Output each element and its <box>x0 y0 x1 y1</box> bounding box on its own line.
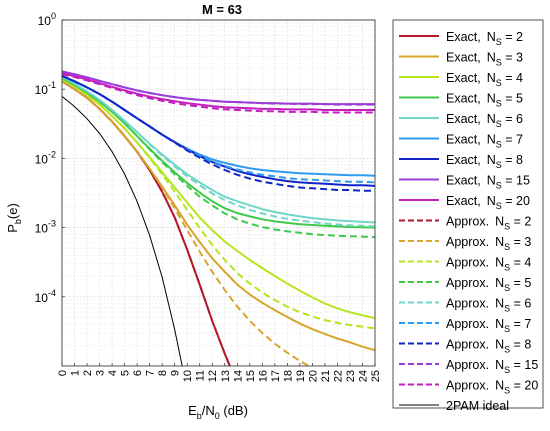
y-tick-label: 10-2 <box>35 149 56 166</box>
x-tick-label: 7 <box>145 370 157 376</box>
x-tick-label: 0 <box>57 370 69 376</box>
legend-label: Exact, NS = 20 <box>446 194 530 211</box>
x-tick-label: 8 <box>157 370 169 376</box>
legend-label: Approx. NS = 7 <box>446 317 531 334</box>
x-tick-label: 3 <box>95 370 107 376</box>
x-tick-label: 11 <box>195 370 207 381</box>
x-tick-label: 4 <box>107 370 119 376</box>
legend-label: Exact, NS = 7 <box>446 133 523 150</box>
x-axis-label-sub2: 0 <box>215 411 220 421</box>
x-tick-label: 23 <box>345 370 357 382</box>
x-axis-label: Eb/N0 (dB) <box>188 403 248 421</box>
legend-label: Approx. NS = 2 <box>446 215 531 232</box>
series-line <box>62 77 375 239</box>
x-tick-label: 17 <box>270 370 282 382</box>
series-line <box>62 77 375 229</box>
legend-label: Exact, NS = 2 <box>446 30 523 47</box>
plot-area <box>61 19 376 367</box>
series-line <box>62 78 375 330</box>
x-tick-label: 1 <box>70 370 82 376</box>
x-axis-label-tail: (dB) <box>220 403 248 418</box>
x-tick-label: 18 <box>282 370 294 382</box>
legend-label: Exact, NS = 5 <box>446 92 523 109</box>
x-tick-label: 6 <box>132 370 144 376</box>
x-tick-label: 19 <box>295 370 307 382</box>
x-tick-label: 22 <box>332 370 344 382</box>
series-line <box>62 75 375 192</box>
y-axis-label-sub: b <box>13 219 23 224</box>
y-axis-label: Pb(e) <box>5 203 23 233</box>
x-tick-label: 21 <box>320 370 332 382</box>
legend-label: Approx. NS = 4 <box>446 256 531 273</box>
x-tick-label: 13 <box>220 370 232 382</box>
legend-label: Approx. NS = 20 <box>446 379 538 396</box>
x-axis-label-mid: /N <box>202 403 215 418</box>
plot-frame <box>61 19 376 367</box>
series-line <box>62 73 375 114</box>
legend-label: Exact, NS = 8 <box>446 153 523 170</box>
y-tick-label: 10-1 <box>35 80 56 97</box>
x-tick-label: 25 <box>370 370 382 382</box>
x-axis-label-sub1: b <box>197 411 202 421</box>
series-line <box>62 78 375 320</box>
y-axis: 100 10-1 10-2 10-3 10-4 <box>35 11 65 305</box>
x-tick-label: 20 <box>307 370 319 382</box>
series-line <box>62 76 375 224</box>
x-tick-label: 2 <box>82 370 94 376</box>
y-axis-label-tail: (e) <box>5 203 20 219</box>
x-tick-label: 14 <box>232 370 244 382</box>
major-grid <box>61 19 376 366</box>
series-line <box>62 80 311 366</box>
legend-label: Approx. NS = 6 <box>446 297 531 314</box>
y-tick-label: 100 <box>38 11 56 28</box>
y-axis-label-main: P <box>5 224 20 233</box>
legend-label: Approx. NS = 5 <box>446 276 531 293</box>
y-tick-label: 10-3 <box>35 219 56 236</box>
legend-label: Exact, NS = 15 <box>446 174 530 191</box>
legend-label: Exact, NS = 4 <box>446 71 523 88</box>
legend-label: Approx. NS = 15 <box>446 358 538 375</box>
series-line <box>62 72 375 111</box>
series-layer <box>62 70 375 366</box>
x-tick-label: 12 <box>207 370 219 382</box>
x-tick-label: 9 <box>170 370 182 376</box>
x-tick-label: 10 <box>182 370 194 382</box>
legend-label: Approx. NS = 3 <box>446 235 531 252</box>
legend: Exact, NS = 2 Exact, NS = 3 Exact, NS = 4 Exac… <box>392 19 544 413</box>
legend-label: Exact, NS = 6 <box>446 112 523 129</box>
legend-label: Approx. NS = 8 <box>446 338 531 355</box>
x-tick-label: 24 <box>357 370 369 382</box>
x-tick-label: 15 <box>245 370 257 382</box>
x-axis-label-main: E <box>188 403 197 418</box>
y-tick-label: 10-4 <box>35 288 56 305</box>
series-line <box>62 96 183 366</box>
x-tick-label: 16 <box>257 370 269 382</box>
x-axis: 0 1 2 3 4 5 6 7 8 9 10 11 12 13 14 15 16 17 18 19 20 21 22 23 24… <box>57 363 382 382</box>
legend-label: 2PAM ideal <box>446 399 509 413</box>
x-tick-label: 5 <box>120 370 132 376</box>
series-line <box>62 70 375 106</box>
legend-label: Exact, NS = 3 <box>446 51 523 68</box>
chart-title: M = 63 <box>202 2 242 17</box>
